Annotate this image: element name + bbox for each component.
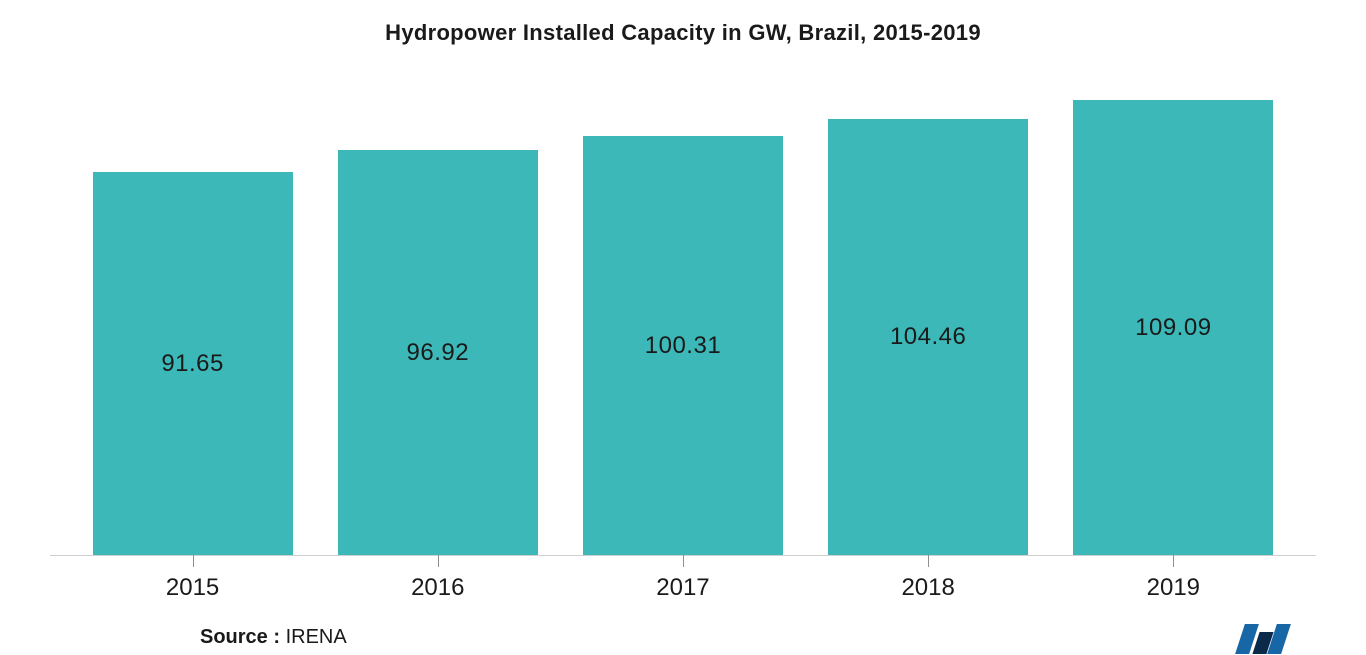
bar-group: 100.31 xyxy=(583,136,783,555)
bar-group: 91.65 xyxy=(93,172,293,555)
x-label: 2017 xyxy=(583,574,783,602)
x-tick xyxy=(438,555,439,567)
x-label: 2015 xyxy=(93,574,293,602)
bar-value-label: 91.65 xyxy=(161,350,224,378)
x-tick xyxy=(193,555,194,567)
bar-value-label: 96.92 xyxy=(407,339,470,367)
bar-2016: 96.92 xyxy=(338,150,538,555)
chart-plot-area: 91.65 96.92 100.31 104.46 109.09 xyxy=(50,76,1316,556)
bar-value-label: 104.46 xyxy=(890,323,966,351)
bar-value-label: 109.09 xyxy=(1135,314,1211,342)
x-label: 2018 xyxy=(828,574,1028,602)
x-tick xyxy=(683,555,684,567)
bar-2019: 109.09 xyxy=(1073,100,1273,555)
bar-2015: 91.65 xyxy=(93,172,293,555)
source-prefix: Source : xyxy=(200,626,286,648)
source-attribution: Source : IRENA xyxy=(200,626,347,649)
source-name: IRENA xyxy=(286,626,347,648)
x-label: 2019 xyxy=(1073,574,1273,602)
chart-footer: Source : IRENA xyxy=(50,602,1316,654)
bar-group: 109.09 xyxy=(1073,100,1273,555)
mordor-logo-icon xyxy=(1240,620,1286,654)
x-label: 2016 xyxy=(338,574,538,602)
bar-2017: 100.31 xyxy=(583,136,783,555)
bar-group: 96.92 xyxy=(338,150,538,555)
bar-value-label: 100.31 xyxy=(645,332,721,360)
bar-group: 104.46 xyxy=(828,119,1028,555)
x-tick xyxy=(1173,555,1174,567)
bar-2018: 104.46 xyxy=(828,119,1028,555)
chart-title: Hydropower Installed Capacity in GW, Bra… xyxy=(50,20,1316,46)
logo-bar xyxy=(1267,624,1291,654)
x-tick xyxy=(928,555,929,567)
